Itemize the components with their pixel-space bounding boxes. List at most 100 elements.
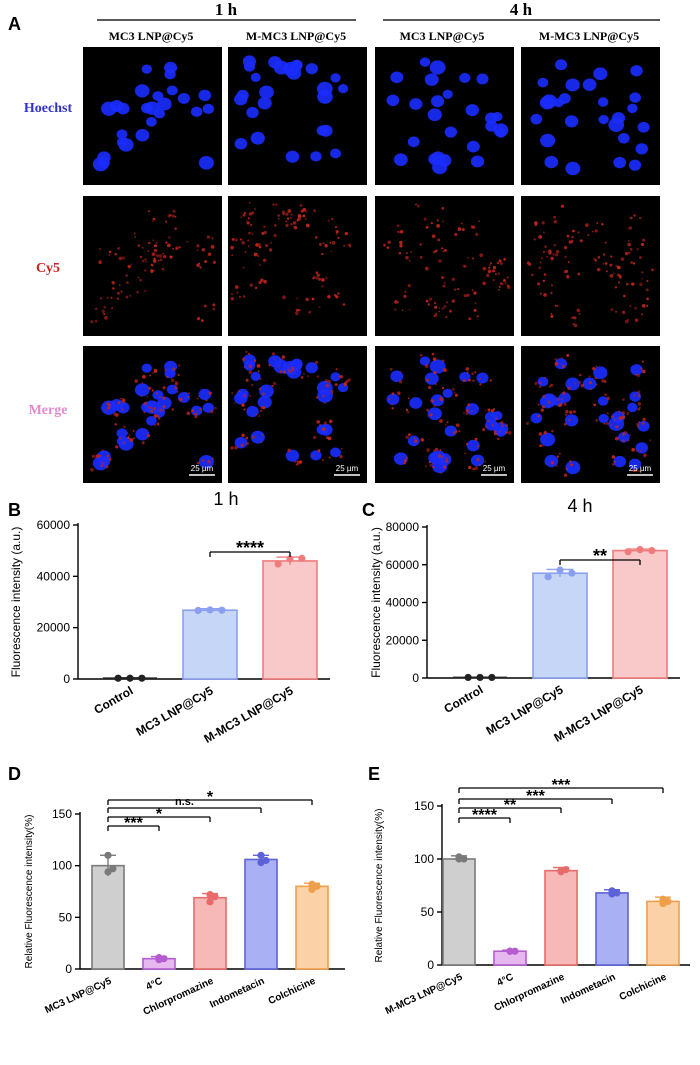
x-tick-label: Control [92, 683, 136, 716]
scale-bar-label: 25 µm [629, 464, 652, 473]
data-point [488, 673, 496, 682]
y-tick-label: 0 [412, 671, 419, 685]
bar [544, 869, 578, 966]
bar [646, 900, 680, 966]
column-header-4: M-MC3 LNP@Cy5 [539, 29, 639, 43]
panel-b-letter: B [8, 500, 21, 520]
row-label-merge: Merge [29, 403, 68, 418]
data-point [556, 566, 564, 574]
data-point [455, 855, 463, 863]
data-point [211, 893, 219, 901]
y-tick-label: 50 [59, 910, 73, 924]
data-point [544, 573, 552, 581]
data-point [114, 674, 122, 682]
significance-label: *** [552, 777, 571, 794]
data-point [126, 674, 134, 682]
bar [532, 572, 588, 679]
column-header-2: M-MC3 LNP@Cy5 [246, 29, 346, 43]
y-tick-label: 150 [414, 799, 434, 813]
y-tick-label: 60000 [386, 558, 420, 572]
data-point [218, 606, 226, 614]
x-tick-label: Control [442, 682, 486, 715]
significance-label: * [207, 789, 214, 806]
micrograph-r2-c1 [83, 196, 222, 336]
time-group-label-1h: 1 h [215, 0, 238, 19]
y-tick-label: 20000 [37, 621, 71, 635]
column-header-3: MC3 LNP@Cy5 [400, 29, 485, 43]
column-header-1: MC3 LNP@Cy5 [109, 29, 194, 43]
micrograph-r1-c2 [228, 47, 367, 185]
data-point [257, 851, 265, 859]
significance-label: ** [593, 546, 607, 566]
panel-c-letter: C [362, 500, 375, 520]
data-point [262, 856, 270, 865]
y-tick-label: 40000 [37, 569, 71, 583]
significance-label: * [156, 806, 163, 823]
data-point [206, 606, 214, 614]
chart-c: 4 h Fluorescence intensity (a.u.) 0 20000 40… [369, 496, 680, 745]
x-tick-label: MC3 LNP@Cy5 [43, 976, 113, 1017]
row-label-hoechst: Hoechst [24, 101, 73, 116]
data-point [313, 882, 321, 890]
x-tick-label: M-MC3 LNP@Cy5 [552, 682, 646, 744]
x-tick-label: MC3 LNP@Cy5 [484, 682, 566, 737]
data-point [511, 947, 519, 955]
bar [262, 560, 318, 680]
row-label-cy5: Cy5 [36, 261, 60, 276]
micrograph-r3-c2: 25 µm [228, 346, 367, 483]
micrograph-r2-c4 [521, 196, 660, 336]
x-tick-label: Colchicine [267, 976, 318, 1008]
bar [91, 864, 125, 970]
micrograph-r3-c4: 25 µm [521, 346, 660, 483]
significance-label: *** [124, 815, 143, 832]
significance-label: **** [472, 807, 498, 824]
data-point [460, 855, 468, 863]
panel-d-letter: D [8, 764, 21, 784]
data-point [664, 897, 672, 906]
micrograph-r3-c1: 25 µm [83, 346, 222, 483]
panel-a: A 1 h 4 h MC3 LNP@Cy5 M-MC3 LNP@Cy5 MC3 … [8, 0, 660, 483]
y-tick-label: 150 [52, 807, 72, 821]
y-tick-label: 60000 [37, 518, 71, 532]
y-tick-label: 50 [421, 905, 435, 919]
significance-label: **** [236, 538, 264, 558]
micrograph-r3-c3: 25 µm [375, 346, 514, 483]
x-tick-label: M-MC3 LNP@Cy5 [384, 972, 465, 1018]
y-tick-label: 0 [65, 962, 72, 976]
bar [295, 885, 329, 970]
x-tick-label: Indometacin [208, 976, 266, 1011]
data-point [109, 865, 117, 873]
bar [182, 609, 238, 680]
data-point [568, 569, 576, 577]
data-point [194, 606, 202, 615]
data-point [624, 548, 632, 556]
significance-label: ** [504, 797, 517, 814]
y-tick-label: 0 [63, 672, 70, 686]
bar [595, 892, 629, 966]
micrograph-r2-c3 [375, 196, 514, 336]
data-point [104, 851, 112, 859]
data-point [138, 674, 146, 682]
data-point [613, 889, 621, 897]
micrograph-r1-c4 [521, 47, 660, 185]
x-tick-label: Indometacin [559, 972, 617, 1007]
chart-title: 4 h [567, 496, 592, 516]
time-group-label-4h: 4 h [510, 0, 533, 19]
significance-label: *** [526, 788, 545, 805]
x-tick-label: 4°C [495, 972, 515, 989]
panel-e-letter: E [368, 764, 380, 784]
y-axis-label: Fluorescence intensity (a.u.) [9, 527, 23, 678]
microscopy-grid: 25 µm 25 µm 25 µm 25 µm [83, 47, 660, 483]
data-point [476, 673, 484, 682]
bar [612, 549, 668, 679]
data-point [206, 898, 214, 906]
x-tick-label: Colchicine [618, 972, 669, 1004]
data-point [286, 555, 294, 563]
data-point [298, 554, 306, 562]
scale-bar-label: 25 µm [483, 464, 506, 473]
data-point [506, 947, 514, 955]
bar [442, 858, 476, 966]
micrograph-r1-c3 [375, 47, 514, 185]
y-tick-label: 40000 [386, 596, 420, 610]
